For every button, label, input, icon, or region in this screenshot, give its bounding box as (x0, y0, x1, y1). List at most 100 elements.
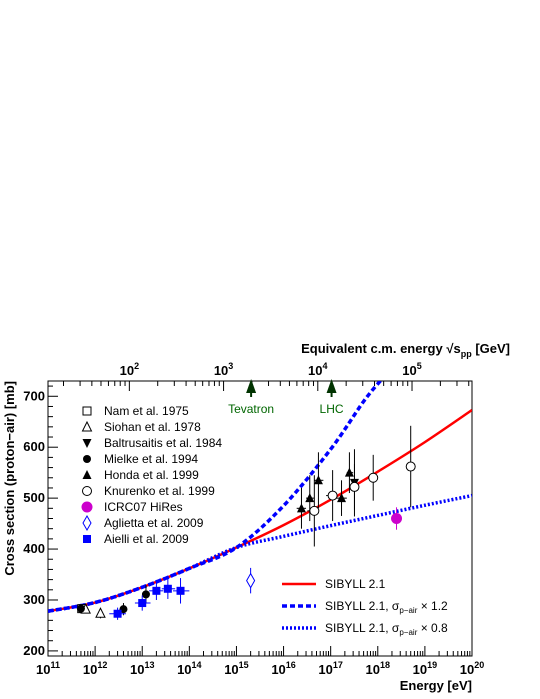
marker-filled-circle (83, 455, 91, 463)
legend-label-part: SIBYLL 2.1, σ (325, 599, 400, 613)
x-tick-label: 1012 (83, 660, 107, 677)
marker-filled-square (138, 599, 147, 608)
marker-open-circle (368, 472, 379, 483)
marker-filled-triangle-down (82, 439, 92, 448)
tick-base: 10 (271, 662, 285, 677)
y-tick-label: 700 (23, 388, 45, 403)
marker-filled-circle-large (81, 501, 93, 513)
y-tick-label: 300 (23, 592, 45, 607)
curve-dotted (48, 493, 472, 613)
tick-exponent: 12 (97, 660, 107, 670)
legend-label: Siohan et al. 1978 (104, 420, 201, 434)
tick-exponent: 15 (239, 660, 249, 670)
marker-open-diamond (82, 514, 92, 532)
series-open-triangle (80, 603, 106, 619)
top-tick-label: 104 (308, 361, 327, 378)
tick-exponent: 14 (192, 660, 202, 670)
marker-filled-triangle (337, 493, 347, 503)
tick-base: 10 (318, 662, 332, 677)
tick-exponent: 11 (50, 660, 60, 670)
marker-filled-square (152, 586, 161, 595)
top-tick-label: 105 (402, 361, 421, 378)
legend-label: Nam et al. 1975 (104, 404, 189, 418)
marker-open-circle (349, 481, 360, 492)
tick-base: 10 (402, 363, 416, 378)
marker-filled-triangle (313, 475, 323, 485)
legend-label: SIBYLL 2.1, σp−air × 0.8 (325, 621, 448, 637)
top-tick-label: 102 (120, 361, 139, 378)
legend-label-subscript: p−air (399, 628, 417, 637)
legend-data: Nam et al. 1975 Siohan et al. 1978 Baltrus… (81, 404, 222, 546)
x-tick-label: 1011 (36, 660, 60, 677)
tick-exponent: 2 (134, 361, 139, 371)
marker-open-circle (82, 486, 92, 496)
x-axis-title: Energy [eV] (400, 678, 472, 693)
top-axis: 102 103 104 105 (62, 361, 470, 391)
series-open-circle (307, 425, 416, 547)
collider-annotations: Tevatron LHC (228, 379, 344, 416)
x-tick-label: 1016 (271, 660, 295, 677)
tick-base: 10 (83, 662, 97, 677)
tick-exponent: 19 (427, 660, 437, 670)
series-filled-circle-large (391, 507, 403, 530)
x-axis: 1011 1012 1013 1014 1015 1016 1017 1018 1019 1020 (36, 646, 484, 677)
tick-exponent: 20 (474, 660, 484, 670)
legend-label: Knurenko et al. 1999 (104, 484, 215, 498)
tick-exponent: 5 (417, 361, 422, 371)
marker-open-triangle (95, 607, 106, 618)
series-filled-circle (76, 585, 150, 616)
marker-filled-triangle (82, 470, 92, 479)
legend-label-part: × 0.8 (417, 621, 448, 635)
legend-label: SIBYLL 2.1, σp−air × 1.2 (325, 599, 448, 615)
top-axis-title-part: pp (461, 349, 472, 359)
tick-exponent: 13 (144, 660, 154, 670)
legend-label: Aglietta et al. 2009 (104, 516, 204, 530)
tick-base: 10 (413, 662, 427, 677)
legend-label-subscript: p−air (399, 606, 417, 615)
y-axis: 200 300 400 500 600 700 (23, 385, 58, 658)
curve-dashed (48, 381, 383, 613)
marker-open-square (82, 406, 92, 416)
x-tick-label: 1018 (366, 660, 390, 677)
series-filled-triangle (296, 452, 354, 529)
tick-base: 10 (224, 662, 238, 677)
top-axis-title-part: √s (446, 341, 460, 356)
annotation-arrow-head (246, 379, 257, 393)
data-points (76, 425, 416, 620)
marker-open-circle (309, 505, 320, 516)
tick-exponent: 18 (380, 660, 390, 670)
y-tick-label: 500 (23, 490, 45, 505)
legend-label: Mielke et al. 1994 (104, 452, 198, 466)
marker-filled-square (83, 535, 91, 543)
tick-exponent: 16 (286, 660, 296, 670)
tick-base: 10 (366, 662, 380, 677)
tick-exponent: 17 (333, 660, 343, 670)
legend-label-part: SIBYLL 2.1, σ (325, 621, 400, 635)
top-axis-title: Equivalent c.m. energy √spp [GeV] (301, 341, 510, 359)
legend-label: Baltrusaitis et al. 1984 (104, 436, 222, 450)
marker-open-triangle (81, 420, 93, 432)
marker-open-circle (405, 461, 416, 472)
legend-label: SIBYLL 2.1 (325, 577, 386, 591)
annotation-label: LHC (320, 402, 344, 416)
x-tick-label: 1017 (318, 660, 342, 677)
legend-label: Honda et al. 1999 (104, 468, 199, 482)
marker-filled-triangle (344, 467, 354, 477)
top-axis-title-part: [GeV] (472, 341, 510, 356)
marker-filled-square (176, 586, 185, 595)
model-curves (48, 381, 472, 613)
marker-filled-circle-large (391, 513, 403, 524)
marker-open-circle (327, 490, 338, 501)
legend-label-part: × 1.2 (417, 599, 448, 613)
marker-filled-triangle (305, 493, 315, 503)
x-tick-label: 1013 (130, 660, 154, 677)
top-axis-title-part: Equivalent c.m. energy (301, 341, 446, 356)
tick-base: 10 (36, 662, 50, 677)
x-tick-label: 1015 (224, 660, 248, 677)
top-tick-label: 103 (214, 361, 233, 378)
tick-base: 10 (177, 662, 191, 677)
marker-filled-circle (76, 604, 85, 613)
annotation-arrow-head (326, 379, 337, 393)
